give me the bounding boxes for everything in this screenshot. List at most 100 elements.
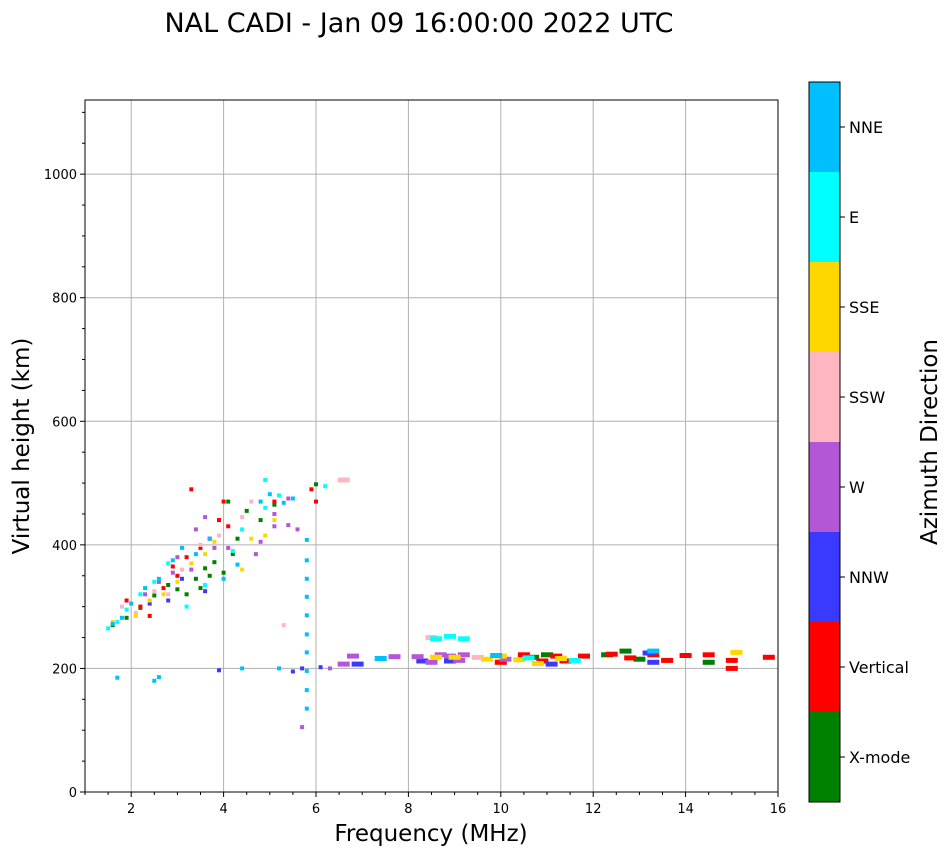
echo-point [304,537,309,542]
echo-point [725,665,738,671]
echo-point [226,545,231,550]
echo-point [198,586,203,591]
echo-point [129,601,134,606]
echo-point [175,587,180,592]
plot-background [85,100,778,792]
echo-point [286,496,291,501]
echo-point [290,496,295,501]
echo-point [180,576,184,581]
x-tick-label: 12 [585,802,602,817]
echo-point [156,576,161,581]
echo-point [143,586,148,591]
echo-point [281,500,286,505]
echo-point [120,604,124,609]
echo-point [240,567,245,572]
echo-point [430,636,443,642]
series-nne [110,492,660,711]
x-tick-label: 6 [312,802,320,817]
echo-point [138,592,143,597]
echo-point [240,527,245,532]
echo-point [290,669,295,674]
echo-point [184,604,189,609]
echo-point [702,659,715,665]
echo-point [189,561,194,566]
chart-title: NAL CADI - Jan 09 16:00:00 2022 UTC [164,8,673,39]
echo-point [156,675,161,680]
echo-point [184,592,189,597]
colorbar-tick-label: SSE [849,298,879,317]
echo-point [203,515,208,520]
echo-point [277,493,281,498]
plot-area: 2 4 6 8 10 12 14 16 0 200 400 600 800 1000 [44,99,787,817]
echo-point [300,666,305,671]
echo-point [314,482,318,487]
echo-point [240,666,245,671]
colorbar-tick-label: NNE [849,118,883,137]
echo-point [457,652,470,658]
data-points [106,477,775,730]
echo-point [184,555,189,560]
x-tick-label: 16 [770,802,787,817]
echo-point [444,633,456,639]
echo-point [541,652,553,658]
echo-point [207,573,212,578]
y-tick-label: 400 [52,539,77,554]
echo-point [147,598,152,603]
echo-point [152,593,157,598]
echo-point [263,505,268,510]
echo-point [309,487,314,492]
x-tick-label: 4 [219,802,227,817]
echo-point [318,665,323,670]
echo-point [679,653,692,658]
echo-point [416,658,429,664]
echo-point [272,499,277,504]
echo-point [170,564,175,569]
echo-point [444,658,456,664]
echo-point [226,499,231,504]
x-axis-ticks: 2 4 6 8 10 12 14 16 [84,792,787,817]
y-axis-ticks: 0 200 400 600 800 1000 [44,111,85,801]
colorbar-segment [809,172,840,262]
echo-point [304,668,309,673]
echo-point [115,675,120,680]
echo-point [490,653,503,658]
echo-point [605,651,618,657]
echo-point [725,657,738,663]
echo-point [624,655,637,661]
echo-point [471,654,484,660]
echo-point [203,589,208,594]
x-tick-label: 14 [677,802,694,817]
echo-point [568,657,581,663]
echo-point [304,650,309,655]
y-tick-label: 0 [69,786,77,801]
echo-point [189,487,194,492]
echo-point [221,499,226,504]
echo-point [198,542,203,547]
echo-point [517,652,530,658]
echo-point [374,656,387,661]
y-tick-label: 1000 [44,168,77,183]
colorbar-segment [809,532,840,622]
echo-point [347,653,359,659]
echo-point [170,570,175,575]
echo-point [170,558,175,563]
echo-point [300,725,305,730]
echo-point [124,615,129,620]
echo-point [661,657,674,663]
series-e [106,478,581,663]
echo-point [120,615,124,620]
echo-point [124,598,129,603]
echo-point [217,533,221,538]
echo-point [578,653,590,659]
echo-point [337,477,350,483]
y-tick-label: 600 [52,415,77,430]
echo-point [212,545,217,550]
colorbar-label: Azimuth Direction [917,339,943,545]
echo-point [115,620,120,625]
echo-point [314,499,318,504]
colorbar-tick-label: SSW [849,388,885,407]
echo-point [230,552,235,557]
echo-point [189,567,194,572]
echo-point [193,576,198,581]
